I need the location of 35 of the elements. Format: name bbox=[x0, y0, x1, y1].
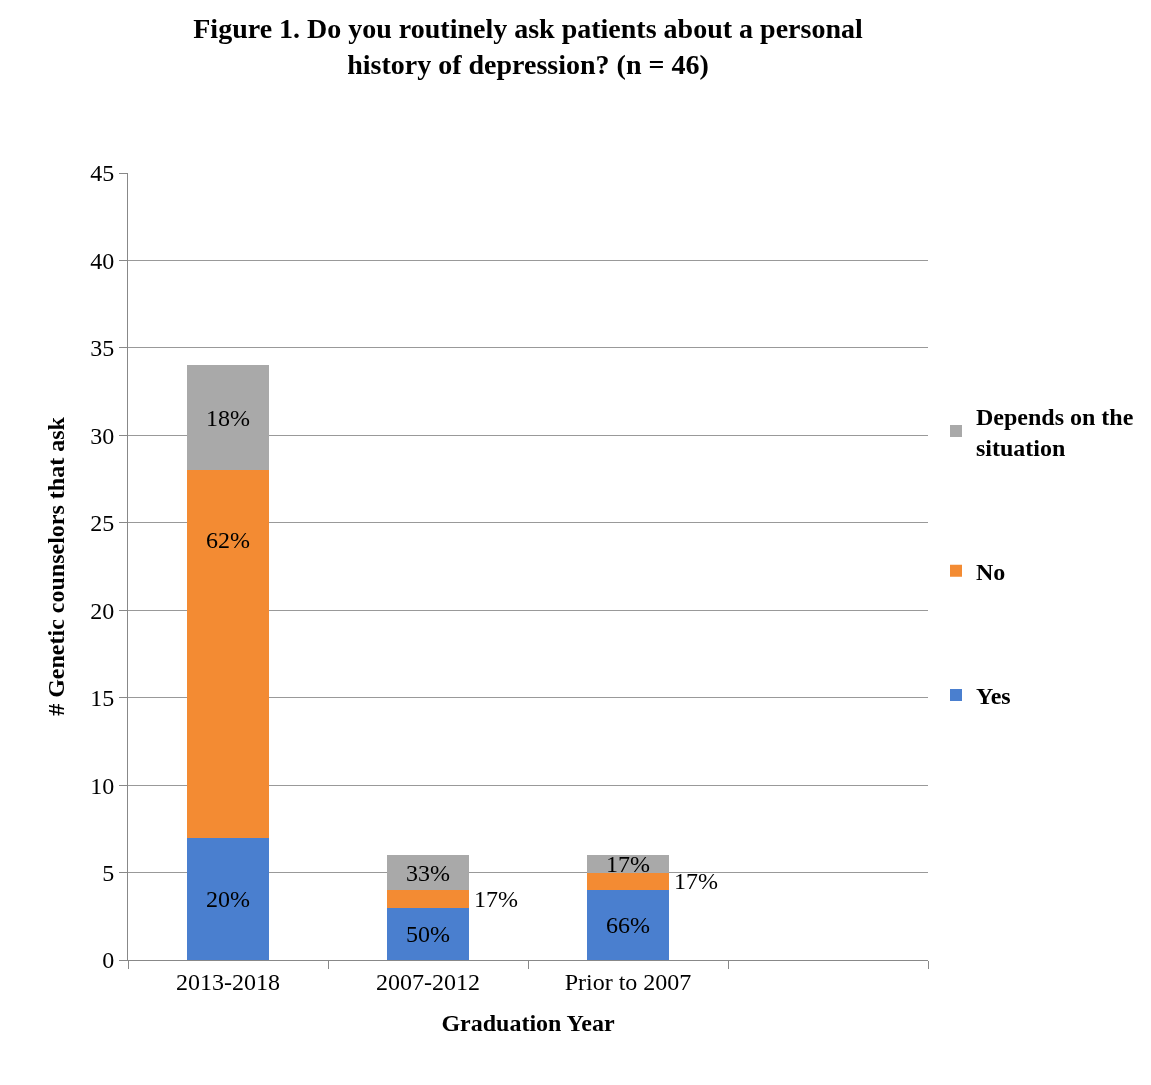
bar bbox=[387, 907, 469, 960]
y-tick-label: 0 bbox=[102, 947, 115, 974]
annotation: 50% bbox=[406, 921, 450, 947]
annotation: 17% bbox=[606, 851, 650, 877]
y-tick-label: 45 bbox=[90, 160, 115, 187]
x-tick-label: 2007-2012 bbox=[376, 968, 480, 995]
y-tick-label: 10 bbox=[90, 772, 115, 799]
annotation: 20% bbox=[206, 886, 250, 912]
x-tick-label: 2013-2018 bbox=[176, 968, 280, 995]
x-axis-title: Graduation Year bbox=[441, 1010, 615, 1037]
y-tick-label: 25 bbox=[90, 510, 115, 537]
y-tick-label: 35 bbox=[90, 335, 115, 362]
annotation: 62% bbox=[206, 527, 250, 553]
x-tick-label: Prior to 2007 bbox=[564, 968, 692, 995]
annotation: 17% bbox=[474, 886, 518, 912]
legend-label: Yes bbox=[976, 683, 1011, 710]
annotation: 33% bbox=[406, 860, 450, 886]
y-tick-label: 40 bbox=[90, 247, 115, 274]
annotation: 17% bbox=[674, 868, 718, 894]
y-tick-label: 20 bbox=[90, 597, 115, 624]
bar bbox=[187, 365, 269, 471]
y-axis-title: # Genetic counselors that ask bbox=[43, 416, 70, 716]
chart-title: Figure 1. Do you routinely ask patients about a personal history of depression? (n = 46) bbox=[193, 12, 863, 81]
y-tick-label: 30 bbox=[90, 422, 115, 449]
bar bbox=[187, 837, 269, 960]
bar bbox=[387, 890, 469, 908]
annotation: 66% bbox=[606, 912, 650, 938]
legend-label: Depends on the situation bbox=[976, 403, 1134, 462]
bar bbox=[587, 872, 669, 891]
y-tick-label: 5 bbox=[102, 859, 115, 886]
y-tick-label: 15 bbox=[90, 685, 115, 712]
bar bbox=[187, 470, 269, 838]
legend-label: No bbox=[976, 559, 1006, 586]
bar bbox=[587, 890, 669, 960]
annotation: 18% bbox=[206, 405, 250, 431]
